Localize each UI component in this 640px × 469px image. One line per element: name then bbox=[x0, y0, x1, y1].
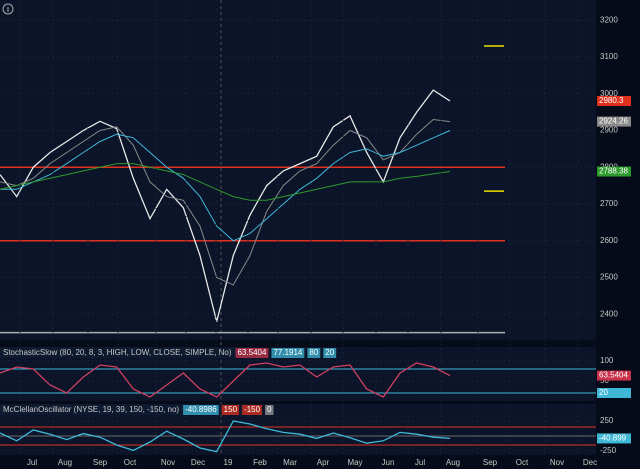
price-label: 20 bbox=[599, 388, 608, 397]
readout: 77.1914 bbox=[273, 348, 302, 357]
price-label: 2788.38 bbox=[599, 167, 628, 176]
readout: -40.8986 bbox=[185, 405, 217, 414]
readout-box bbox=[235, 348, 269, 358]
x-tick-label: Jul bbox=[27, 458, 37, 467]
x-tick-label: Apr bbox=[317, 458, 330, 467]
x-tick-label: Aug bbox=[446, 458, 460, 467]
readout-box bbox=[323, 348, 337, 358]
readout-box bbox=[265, 405, 274, 415]
y-tick-label: 50 bbox=[600, 376, 609, 385]
series-line bbox=[0, 362, 451, 398]
x-tick-label: Sep bbox=[483, 458, 498, 467]
x-tick-label: Oct bbox=[516, 458, 529, 467]
price-label-box bbox=[597, 370, 631, 381]
series-line bbox=[0, 130, 451, 242]
x-tick-label: Sep bbox=[93, 458, 108, 467]
x-tick-label: Jul bbox=[415, 458, 425, 467]
readout-box bbox=[307, 348, 321, 358]
y-tick-label: 3000 bbox=[600, 89, 618, 98]
header-bg bbox=[0, 347, 260, 358]
x-tick-label: Feb bbox=[253, 458, 267, 467]
info-icon[interactable] bbox=[2, 3, 14, 15]
y-tick-label: -250 bbox=[600, 446, 617, 455]
y-tick-label: 2400 bbox=[600, 309, 618, 318]
series-line bbox=[0, 89, 451, 322]
price-label-box bbox=[597, 116, 631, 127]
x-tick-label: Nov bbox=[161, 458, 175, 467]
x-tick-label: Mar bbox=[283, 458, 297, 467]
series-line bbox=[0, 420, 451, 453]
y-tick-label: 2700 bbox=[600, 199, 618, 208]
x-tick-label: Nov bbox=[550, 458, 564, 467]
x-tick-label: Dec bbox=[191, 458, 205, 467]
price-label-box bbox=[597, 95, 631, 106]
price-label-box bbox=[597, 388, 631, 398]
price-label: -40.899 bbox=[599, 434, 627, 443]
series-line bbox=[0, 118, 451, 286]
readout: 20 bbox=[325, 348, 334, 357]
readout-box bbox=[183, 405, 219, 415]
y-tick-label: 100 bbox=[600, 356, 614, 365]
indicator-title: StochasticSlow (80, 20, 8, 3, HIGH, LOW,… bbox=[3, 348, 232, 357]
readout-box bbox=[221, 405, 240, 415]
price-label: 2980.3 bbox=[599, 96, 624, 105]
y-tick-label: 3100 bbox=[600, 52, 618, 61]
price-label: 2924.26 bbox=[599, 117, 628, 126]
x-tick-label: May bbox=[347, 458, 362, 467]
header-bg bbox=[0, 404, 260, 415]
x-tick-label: 19 bbox=[224, 458, 233, 467]
price-label-box bbox=[597, 433, 631, 444]
readout: 0 bbox=[267, 405, 272, 414]
x-tick-label: Aug bbox=[58, 458, 72, 467]
y-tick-label: 2900 bbox=[600, 126, 618, 135]
x-tick-label: Jun bbox=[382, 458, 395, 467]
y-tick-label: 2500 bbox=[600, 273, 618, 282]
readout: 80 bbox=[309, 348, 318, 357]
readout: -150 bbox=[244, 405, 261, 414]
readout: 63.5404 bbox=[238, 348, 267, 357]
y-tick-label: 2600 bbox=[600, 236, 618, 245]
indicator-title: McClellanOscillator (NYSE, 19, 39, 150, … bbox=[3, 405, 179, 414]
price-label: 63.5404 bbox=[599, 371, 628, 380]
x-tick-label: Dec bbox=[583, 458, 597, 467]
y-tick-label: 3200 bbox=[600, 15, 618, 24]
readout-box bbox=[242, 405, 263, 415]
readout-box bbox=[271, 348, 305, 358]
series-line bbox=[0, 163, 451, 201]
readout: 150 bbox=[224, 405, 238, 414]
x-tick-label: Oct bbox=[124, 458, 137, 467]
y-tick-label: 250 bbox=[600, 416, 614, 425]
price-label-box bbox=[597, 166, 631, 177]
